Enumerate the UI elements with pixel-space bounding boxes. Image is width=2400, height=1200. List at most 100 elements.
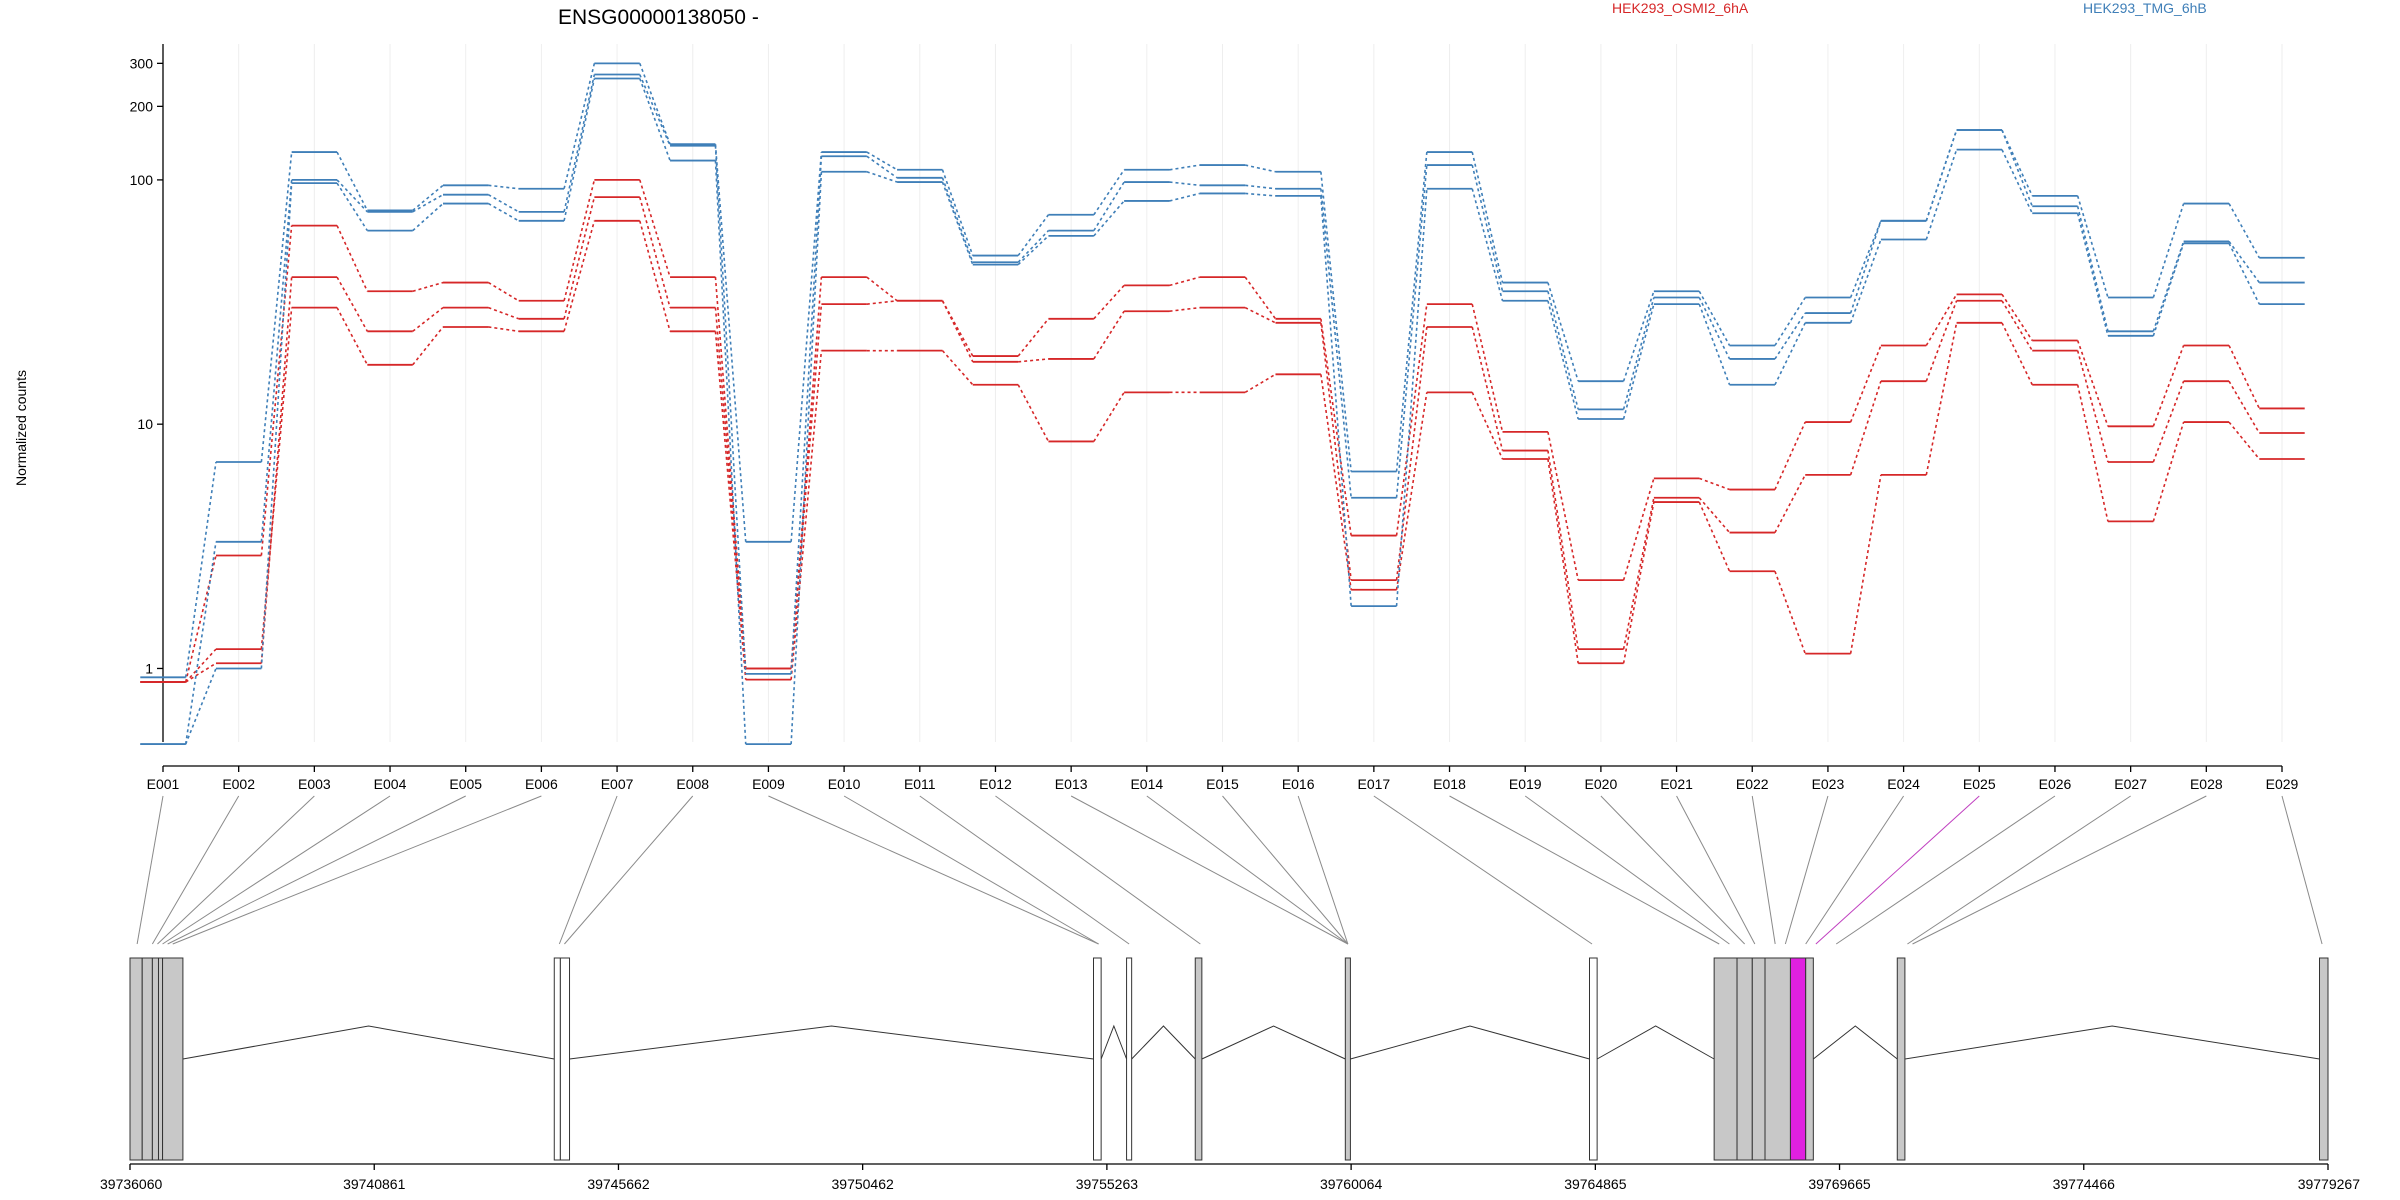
series-3-link-11 bbox=[941, 350, 974, 386]
connector-e013 bbox=[1070, 795, 1349, 945]
x-tick-label-e029: E029 bbox=[2266, 776, 2299, 792]
series-2-link-2 bbox=[260, 277, 293, 664]
intron-1 bbox=[182, 1025, 555, 1060]
series-1 bbox=[140, 178, 2305, 683]
series-5-link-5 bbox=[488, 193, 520, 213]
series-5-link-19 bbox=[1547, 291, 1579, 410]
series-3-link-23 bbox=[1849, 474, 1882, 654]
series-1-link-15 bbox=[1244, 276, 1277, 320]
series-4-link-23 bbox=[1849, 220, 1882, 298]
series-3-link-4 bbox=[412, 326, 444, 366]
series-6-link-8 bbox=[714, 160, 747, 745]
series-3-link-24 bbox=[1925, 322, 1958, 476]
genomic-tick-label-39740861: 39740861 bbox=[343, 1176, 406, 1192]
series-3-link-1 bbox=[185, 648, 217, 683]
genomic-tick-label-39755263: 39755263 bbox=[1076, 1176, 1139, 1192]
genomic-axis: 39736060 39740861 39745662 39750462 39755263… bbox=[100, 1163, 2360, 1192]
exon-block-14 bbox=[1736, 957, 1753, 1161]
intron-5 bbox=[1201, 1025, 1346, 1060]
series-1-link-2 bbox=[260, 225, 293, 556]
series-3-link-21 bbox=[1698, 501, 1731, 572]
series-3-link-26 bbox=[2076, 384, 2109, 522]
series-2-link-1 bbox=[185, 662, 217, 683]
y-tick-label-200: 200 bbox=[130, 98, 154, 114]
connector-e023 bbox=[1784, 795, 1829, 945]
series-1-link-4 bbox=[412, 281, 444, 293]
series-2-link-27 bbox=[2152, 380, 2185, 463]
connector-e010 bbox=[843, 795, 1099, 945]
exon-block-13 bbox=[1713, 957, 1738, 1161]
series-3-link-25 bbox=[2001, 322, 2033, 386]
exon-block-1 bbox=[129, 957, 143, 1161]
series-6-link-2 bbox=[260, 183, 293, 669]
exon-block-20 bbox=[2319, 957, 2329, 1161]
series-3 bbox=[140, 219, 2305, 683]
series-4-link-6 bbox=[563, 63, 596, 189]
intron-4 bbox=[1131, 1025, 1196, 1060]
series-3-link-28 bbox=[2228, 421, 2260, 460]
series-4-link-15 bbox=[1245, 164, 1276, 173]
series-2-link-23 bbox=[1849, 380, 1882, 476]
series-5-link-14 bbox=[1169, 181, 1200, 187]
x-tick-label-e026: E026 bbox=[2039, 776, 2072, 792]
series-2-link-9 bbox=[790, 304, 823, 669]
series-6-link-1 bbox=[184, 668, 217, 745]
series-5-link-24 bbox=[1925, 129, 1958, 222]
exon-block-16 bbox=[1764, 957, 1791, 1161]
series-2-link-5 bbox=[488, 306, 519, 320]
series-4-link-28 bbox=[2228, 203, 2260, 259]
series-3-link-22 bbox=[1774, 570, 1806, 654]
series-4-link-20 bbox=[1622, 291, 1655, 382]
x-tick-label-e022: E022 bbox=[1736, 776, 1769, 792]
series-6-link-25 bbox=[2001, 149, 2033, 214]
series-4-link-16 bbox=[1320, 171, 1352, 472]
connector-e025 bbox=[1815, 795, 1980, 945]
legend-label-osmi2: HEK293_OSMI2_6hA bbox=[1612, 0, 1749, 16]
series-4-link-12 bbox=[1017, 214, 1050, 257]
series-6-link-18 bbox=[1471, 188, 1504, 301]
series-3-link-19 bbox=[1547, 458, 1579, 664]
series-5-link-12 bbox=[1017, 230, 1050, 263]
connector-e009 bbox=[768, 795, 1099, 945]
connector-e014 bbox=[1146, 795, 1349, 945]
series-1-link-14 bbox=[1169, 276, 1201, 287]
series-4-link-1 bbox=[184, 461, 217, 678]
series-5-link-7 bbox=[639, 74, 671, 147]
intron-3 bbox=[1100, 1024, 1128, 1060]
exon-block-7 bbox=[559, 957, 571, 1161]
connector-e004 bbox=[162, 795, 391, 945]
series-4-link-26 bbox=[2076, 195, 2109, 298]
connector-e021 bbox=[1676, 795, 1756, 945]
series-3-link-18 bbox=[1471, 392, 1504, 460]
series-1-link-19 bbox=[1547, 431, 1579, 581]
connector-e016 bbox=[1297, 795, 1349, 945]
intron-2 bbox=[569, 1025, 1094, 1060]
series-3-link-16 bbox=[1320, 374, 1352, 590]
x-axis: E001 E002 E003 E004 E005 E006 E007 E008 E009 E010… bbox=[147, 765, 2299, 792]
series-3-link-12 bbox=[1017, 384, 1050, 442]
series-6-link-15 bbox=[1245, 192, 1276, 197]
series-6-link-19 bbox=[1547, 300, 1579, 420]
series-4-link-3 bbox=[336, 151, 369, 211]
series-6-link-11 bbox=[941, 181, 974, 265]
series-2-link-26 bbox=[2076, 350, 2109, 463]
exon-connector-lines bbox=[136, 795, 2323, 945]
legend-label-tmg: HEK293_TMG_6hB bbox=[2083, 0, 2207, 16]
connector-e026 bbox=[1835, 795, 2056, 945]
series-4-link-21 bbox=[1698, 290, 1731, 346]
intron-8 bbox=[1813, 1025, 1898, 1060]
series-6-link-13 bbox=[1093, 200, 1125, 237]
x-tick-label-e003: E003 bbox=[298, 776, 331, 792]
series-2-link-6 bbox=[563, 196, 596, 319]
series-4-link-18 bbox=[1471, 151, 1504, 283]
series-2-link-21 bbox=[1698, 497, 1731, 534]
series-2-link-13 bbox=[1093, 310, 1125, 360]
series-6-link-20 bbox=[1622, 303, 1655, 420]
connector-e006 bbox=[172, 795, 542, 945]
series-6-link-7 bbox=[639, 78, 671, 161]
series-2-link-24 bbox=[1925, 300, 1958, 382]
series-6-link-17 bbox=[1395, 188, 1428, 607]
series-5-link-27 bbox=[2152, 241, 2185, 332]
series-5-link-8 bbox=[714, 145, 747, 674]
